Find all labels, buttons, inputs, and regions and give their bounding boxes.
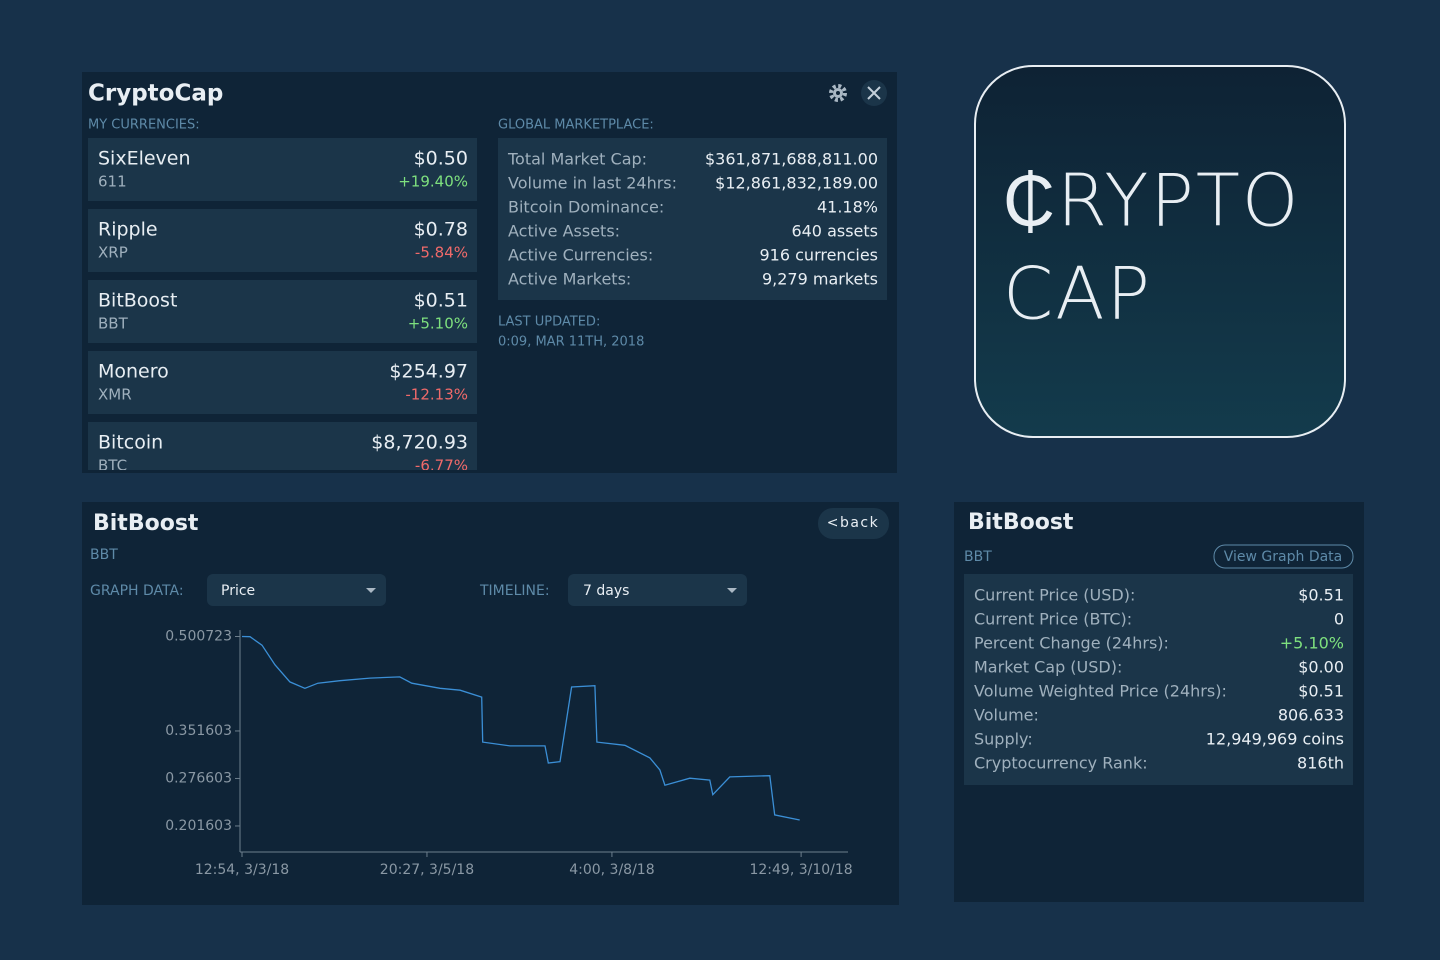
logo-text: CAP [1003, 252, 1152, 336]
stat-value: 640 assets [791, 222, 878, 241]
currency-symbol: BTC [98, 457, 127, 475]
field-label: TIMELINE: [479, 583, 550, 599]
stat-value: 41.18% [817, 198, 878, 217]
view-graph-button[interactable] [1213, 544, 1354, 569]
detail-value: +5.10% [1280, 634, 1344, 653]
stat-label: Active Currencies: [508, 246, 653, 265]
field-label: GRAPH DATA: [90, 583, 184, 599]
stat-label: Bitcoin Dominance: [508, 198, 664, 217]
logo-text: ₵RYPTO [1003, 159, 1300, 243]
stat-label: Active Assets: [508, 222, 620, 241]
detail-label: Supply: [974, 730, 1033, 749]
currency-card[interactable] [88, 280, 477, 343]
dropdown-value: 7 days [583, 583, 629, 599]
currency-name: Bitcoin [98, 432, 163, 454]
currency-symbol: BBT [98, 315, 129, 333]
detail-label: Cryptocurrency Rank: [974, 754, 1148, 773]
dropdown-arrow [366, 588, 376, 593]
timeline-dropdown[interactable] [568, 574, 747, 606]
detail-label: Volume: [974, 706, 1039, 725]
currency-price: $0.51 [414, 290, 468, 312]
detail-value: 0 [1334, 610, 1344, 629]
detail-label: Current Price (BTC): [974, 610, 1132, 629]
section-label: LAST UPDATED: [498, 315, 600, 330]
x-tick-label: 12:54, 3/3/18 [195, 862, 289, 878]
currency-name: Ripple [98, 219, 158, 241]
graph-data-dropdown[interactable] [207, 574, 386, 606]
stat-label: Volume in last 24hrs: [508, 174, 677, 193]
panel-title: BitBoost [968, 510, 1074, 535]
detail-label: Current Price (USD): [974, 586, 1135, 605]
currency-card[interactable] [88, 422, 477, 485]
section-label: GLOBAL MARKETPLACE: [498, 118, 654, 133]
back-label: <back [827, 515, 880, 531]
x-tick-label: 12:49, 3/10/18 [749, 862, 852, 878]
detail-value: $0.00 [1298, 658, 1344, 677]
last-updated: 0:09, MAR 11TH, 2018 [498, 335, 644, 350]
stat-value: $361,871,688,811.00 [705, 150, 878, 169]
close-button[interactable] [861, 80, 887, 106]
detail-label: Market Cap (USD): [974, 658, 1122, 677]
graph-panel [82, 502, 899, 905]
details-box [964, 574, 1353, 785]
currency-price: $0.50 [414, 148, 468, 170]
settings-icon[interactable] [829, 84, 847, 102]
stat-value: $12,861,832,189.00 [715, 174, 878, 193]
currency-card[interactable] [88, 209, 477, 272]
stat-value: 916 currencies [760, 246, 879, 265]
detail-value: 806.633 [1278, 706, 1344, 725]
symbol: BBT [90, 547, 118, 563]
currency-card[interactable] [88, 351, 477, 414]
x-tick-label: 4:00, 3/8/18 [569, 862, 654, 878]
detail-label: Volume Weighted Price (24hrs): [974, 682, 1227, 701]
y-tick-label: 0.276603 [165, 770, 232, 786]
button-label: View Graph Data [1224, 549, 1343, 565]
y-tick-label: 0.351603 [165, 723, 232, 739]
back-button[interactable] [818, 508, 889, 539]
stat-label: Active Markets: [508, 270, 631, 289]
currency-symbol: XMR [98, 386, 132, 404]
y-tick-label: 0.500723 [165, 629, 232, 645]
detail-value: 12,949,969 coins [1206, 730, 1344, 749]
currency-name: SixEleven [98, 148, 191, 170]
logo-box [974, 65, 1346, 438]
detail-label: Percent Change (24hrs): [974, 634, 1169, 653]
dropdown-value: Price [221, 583, 255, 599]
x-tick-label: 20:27, 3/5/18 [380, 862, 474, 878]
y-tick-label: 0.201603 [165, 818, 232, 834]
currency-name: Monero [98, 361, 169, 383]
currency-change: -6.77% [415, 457, 468, 475]
dropdown-arrow [727, 588, 737, 593]
symbol: BBT [964, 549, 992, 565]
price-line [241, 635, 800, 821]
currency-change: -12.13% [405, 386, 468, 404]
currency-change: -5.84% [415, 244, 468, 262]
app-title: CryptoCap [88, 81, 223, 107]
currency-price: $254.97 [389, 361, 468, 383]
stat-value: 9,279 markets [762, 270, 878, 289]
currency-change: +19.40% [398, 173, 468, 191]
currency-card[interactable] [88, 138, 477, 201]
detail-value: 816th [1297, 754, 1344, 773]
currency-change: +5.10% [408, 315, 468, 333]
currency-list: SixEleven 611 $0.50 +19.40% Ripple XRP $0.78 -5… [88, 138, 477, 485]
section-label: MY CURRENCIES: [88, 118, 200, 133]
detail-value: $0.51 [1298, 586, 1344, 605]
currency-symbol: XRP [98, 244, 128, 262]
global-box [498, 138, 887, 300]
detail-value: $0.51 [1298, 682, 1344, 701]
currency-price: $8,720.93 [371, 432, 468, 454]
currency-name: BitBoost [98, 290, 177, 312]
currency-symbol: 611 [98, 173, 127, 191]
stat-label: Total Market Cap: [507, 150, 647, 169]
panel-title: BitBoost [93, 511, 199, 536]
currency-price: $0.78 [414, 219, 468, 241]
